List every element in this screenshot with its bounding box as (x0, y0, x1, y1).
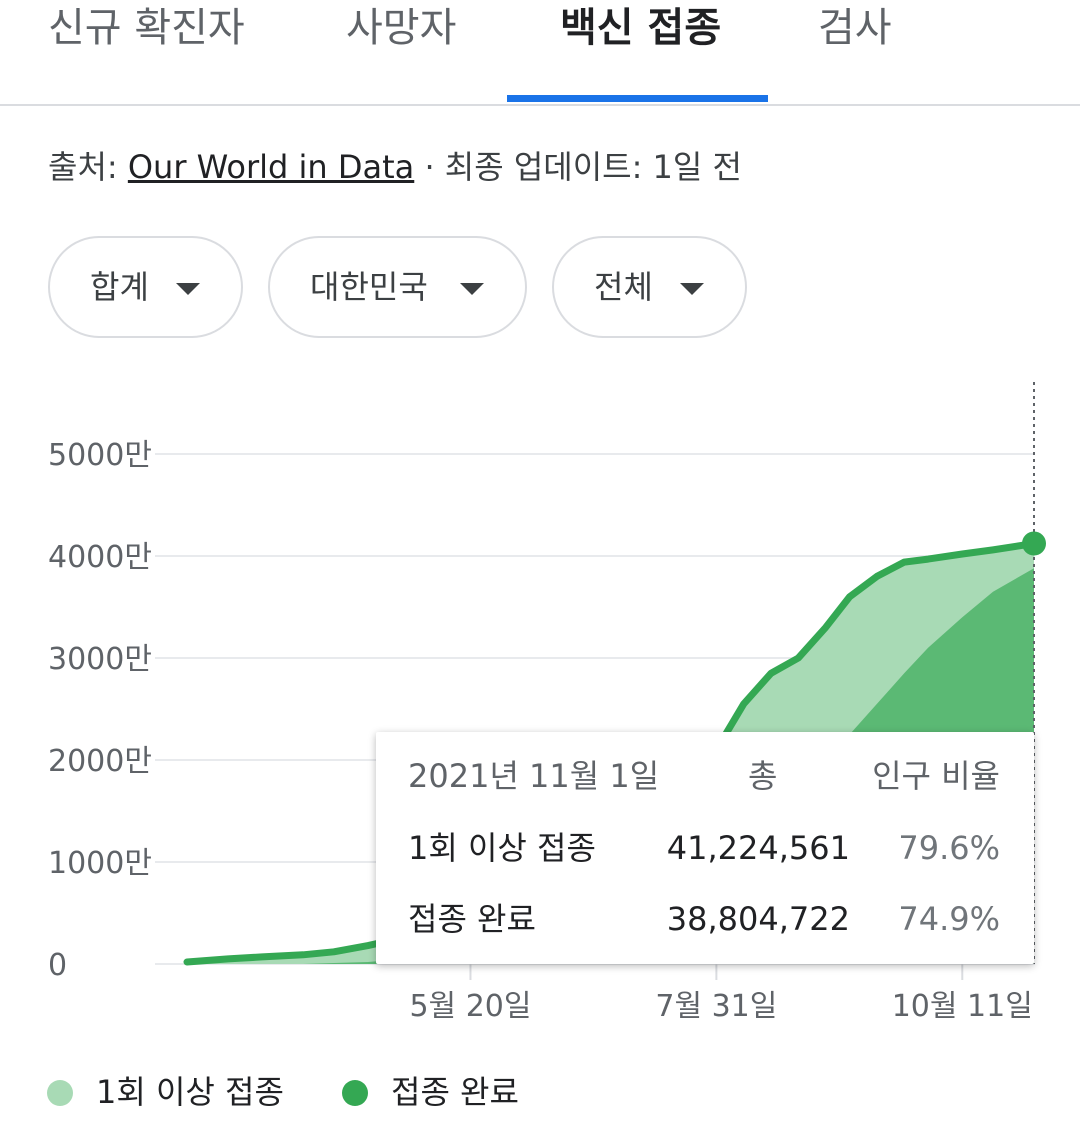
tab-new-cases[interactable]: 신규 확진자 (48, 5, 245, 51)
tooltip-row-label: 1회 이상 접종 (408, 829, 596, 867)
hover-point-one-dose (1022, 531, 1046, 556)
tooltip-row-label: 접종 완료 (408, 900, 536, 938)
y-tick-label: 3000만 (48, 642, 152, 677)
tab-tests[interactable]: 검사 (818, 5, 892, 51)
legend-label-fully-vaccinated: 접종 완료 (391, 1073, 519, 1111)
chevron-down-icon (680, 283, 704, 295)
age-filter-dropdown[interactable]: 전체 (552, 236, 747, 338)
tooltip-col-total: 총 (748, 757, 778, 795)
country-filter-label: 대한민국 (310, 268, 428, 306)
y-tick-label: 2000만 (48, 744, 152, 779)
y-tick-label: 0 (48, 948, 67, 983)
y-tick-label: 4000만 (48, 540, 152, 575)
tab-vaccinations[interactable]: 백신 접종 (560, 5, 722, 51)
tab-bar: 신규 확진자 사망자 백신 접종 검사 (0, 0, 1080, 106)
metric-filter-dropdown[interactable]: 합계 (48, 236, 243, 338)
legend-swatch-fully-vaccinated (342, 1080, 368, 1106)
last-updated: · 최종 업데이트: 1일 전 (414, 148, 742, 186)
y-tick-label: 5000만 (48, 438, 152, 473)
legend-label-one-dose: 1회 이상 접종 (96, 1073, 284, 1111)
active-tab-indicator (507, 95, 768, 102)
tooltip-row-ratio: 79.6% (898, 829, 1000, 867)
tooltip-row-total: 38,804,722 (666, 900, 850, 938)
chart-tooltip: 2021년 11월 1일 총 인구 비율 1회 이상 접종 41,224,561… (376, 732, 1034, 964)
age-filter-label: 전체 (594, 268, 653, 306)
x-tick-label: 5월 20일 (409, 989, 531, 1024)
y-tick-label: 1000만 (48, 846, 152, 881)
source-link[interactable]: Our World in Data (127, 148, 415, 186)
chevron-down-icon (176, 283, 200, 295)
country-filter-dropdown[interactable]: 대한민국 (268, 236, 527, 338)
x-tick-label: 7월 31일 (655, 989, 777, 1024)
chevron-down-icon (460, 283, 484, 295)
x-tick-label: 10월 11일 (892, 989, 1033, 1024)
source-prefix: 출처: (48, 148, 128, 186)
metric-filter-label: 합계 (90, 268, 149, 306)
tooltip-col-ratio: 인구 비율 (872, 757, 1000, 795)
legend-swatch-one-dose (47, 1080, 73, 1106)
tooltip-row-ratio: 74.9% (898, 900, 1000, 938)
source-line: 출처: Our World in Data · 최종 업데이트: 1일 전 (48, 146, 742, 188)
tooltip-date: 2021년 11월 1일 (408, 757, 660, 795)
tooltip-row-total: 41,224,561 (666, 829, 850, 867)
tab-deaths[interactable]: 사망자 (346, 5, 457, 51)
